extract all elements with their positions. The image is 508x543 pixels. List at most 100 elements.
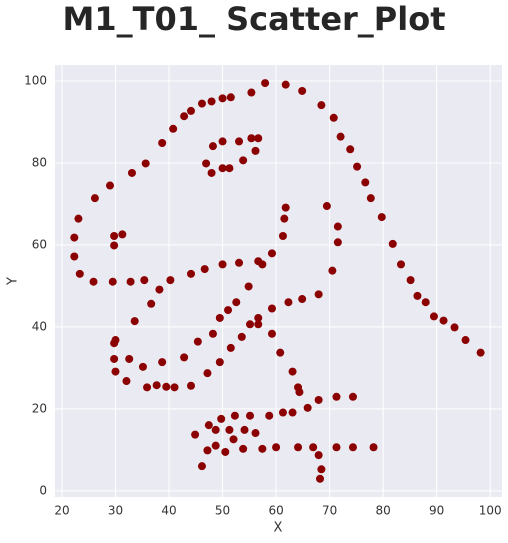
point — [278, 408, 287, 417]
point — [162, 382, 171, 391]
point — [346, 145, 355, 154]
point — [193, 337, 202, 346]
point — [298, 295, 307, 304]
point — [476, 348, 485, 357]
point — [225, 425, 234, 434]
point — [127, 168, 136, 177]
point — [332, 443, 341, 452]
point — [152, 381, 161, 390]
point — [377, 213, 386, 222]
point — [450, 323, 459, 332]
point — [235, 258, 244, 267]
x-tick-label: 80 — [376, 504, 391, 518]
point — [429, 312, 438, 321]
point — [143, 383, 152, 392]
x-tick-label: 50 — [215, 504, 230, 518]
point — [272, 443, 281, 452]
x-tick-label: 100 — [479, 504, 502, 518]
point — [70, 233, 79, 242]
x-tick-label: 20 — [54, 504, 69, 518]
point — [224, 306, 233, 315]
point — [333, 238, 342, 247]
point — [276, 348, 285, 357]
point — [126, 277, 135, 286]
point — [336, 132, 345, 141]
point — [111, 367, 120, 376]
point — [208, 329, 217, 338]
point — [170, 383, 179, 392]
point — [278, 231, 287, 240]
point — [237, 332, 246, 341]
point — [294, 443, 303, 452]
point — [221, 447, 230, 456]
point — [314, 395, 323, 404]
point — [333, 222, 342, 231]
point — [348, 443, 357, 452]
point — [226, 343, 235, 352]
point — [288, 408, 297, 417]
point — [211, 425, 220, 434]
point — [314, 290, 323, 299]
point — [204, 421, 213, 430]
point — [317, 465, 326, 474]
point — [110, 354, 119, 363]
point — [322, 202, 331, 211]
x-tick-label: 60 — [268, 504, 283, 518]
y-tick-label: 0 — [39, 483, 47, 497]
point — [251, 429, 260, 438]
point — [254, 313, 263, 322]
point — [298, 86, 307, 95]
point — [244, 282, 253, 291]
point — [226, 93, 235, 102]
point — [366, 194, 375, 203]
y-axis-label: Y — [6, 277, 21, 286]
point — [218, 94, 227, 103]
y-tick-label: 20 — [32, 401, 47, 415]
point — [218, 137, 227, 146]
y-tick-label: 80 — [32, 155, 47, 169]
point — [215, 358, 224, 367]
point — [413, 291, 422, 300]
point — [261, 79, 270, 88]
point — [166, 276, 175, 285]
point — [388, 239, 397, 248]
point — [197, 462, 206, 471]
point — [232, 298, 241, 307]
point — [281, 80, 290, 89]
x-tick-label: 90 — [429, 504, 444, 518]
point — [247, 134, 256, 143]
point — [180, 112, 189, 121]
point — [332, 392, 341, 401]
point — [406, 276, 415, 285]
point — [254, 134, 263, 143]
point — [281, 203, 290, 212]
point — [267, 304, 276, 313]
point — [218, 260, 227, 269]
point — [207, 168, 216, 177]
point — [265, 411, 274, 420]
point — [329, 113, 338, 122]
point — [90, 194, 99, 203]
point — [303, 403, 312, 412]
point — [353, 162, 362, 171]
point — [110, 231, 119, 240]
point — [118, 230, 127, 239]
point — [140, 276, 149, 285]
point — [239, 444, 248, 453]
point — [369, 443, 378, 452]
point — [202, 159, 211, 168]
point — [461, 336, 470, 345]
point — [200, 265, 209, 274]
point — [197, 99, 206, 108]
point — [74, 214, 83, 223]
point — [247, 88, 256, 97]
point — [158, 138, 167, 147]
y-tick-label: 40 — [32, 319, 47, 333]
x-tick-label: 70 — [322, 504, 337, 518]
point — [246, 411, 255, 420]
point — [240, 425, 249, 434]
point — [169, 124, 178, 133]
point — [267, 249, 276, 258]
point — [421, 298, 430, 307]
